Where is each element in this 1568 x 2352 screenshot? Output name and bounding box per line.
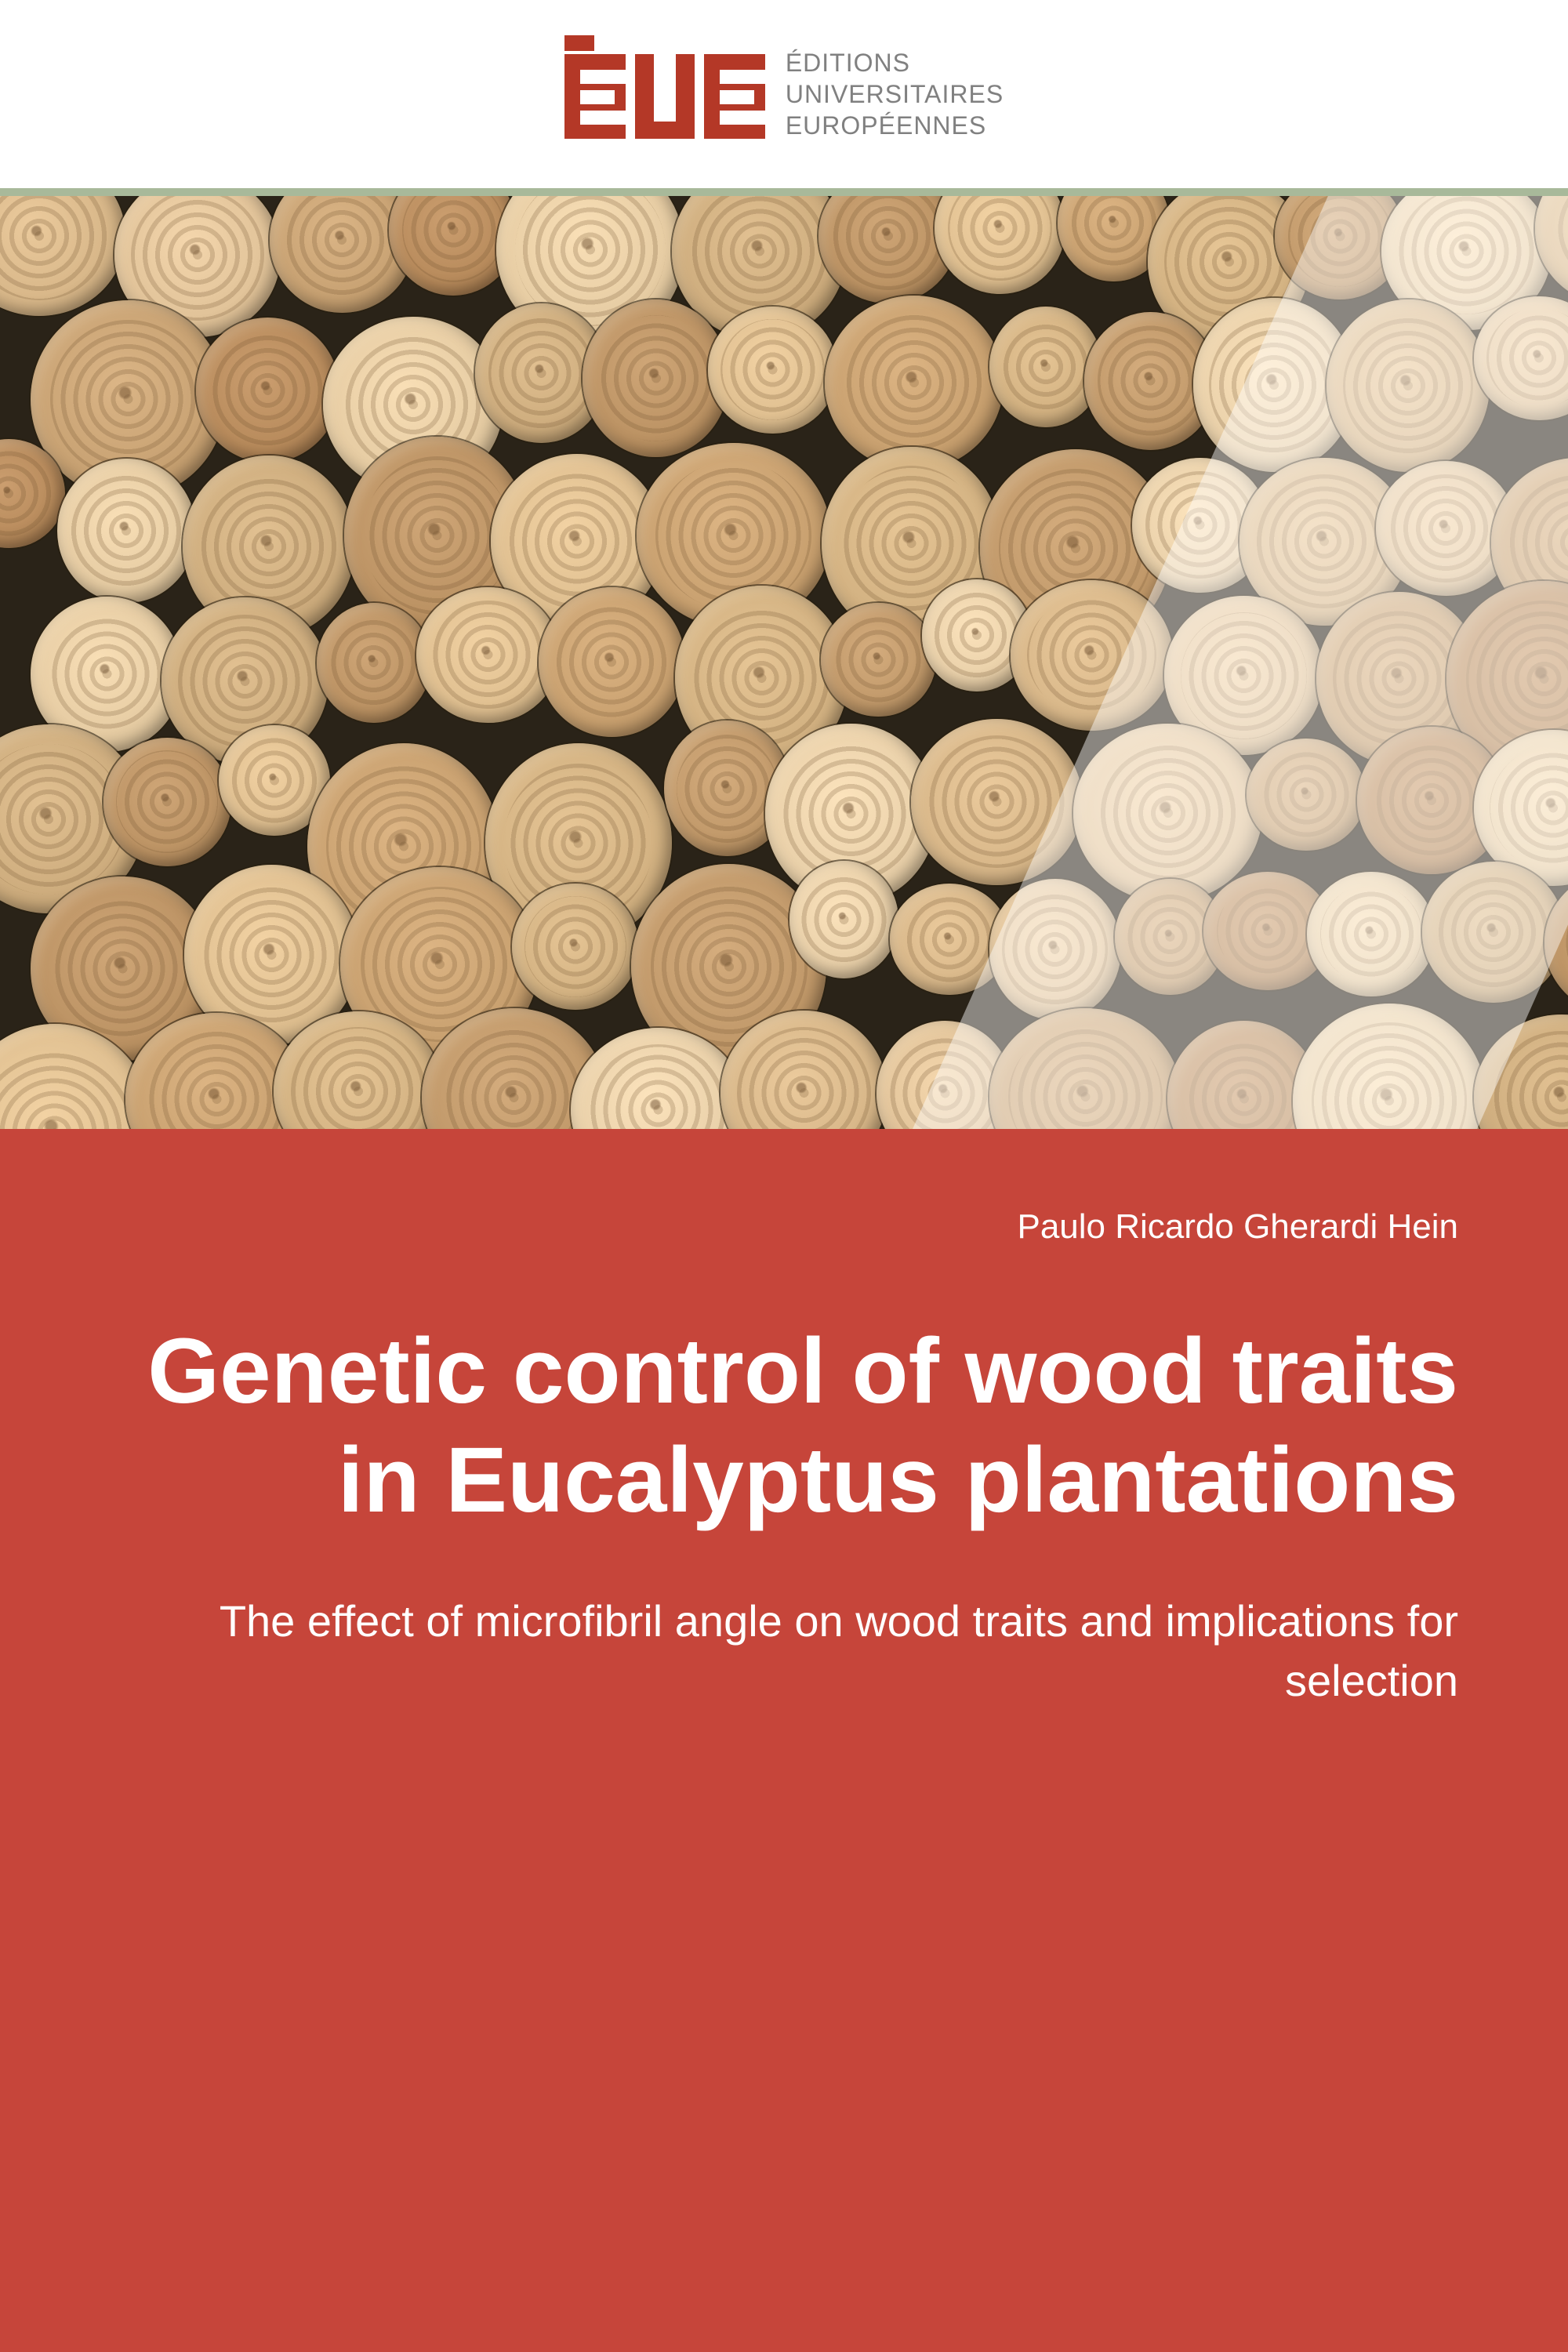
log-end <box>196 318 339 463</box>
log-end <box>821 603 936 717</box>
publisher-name: ÉDITIONS UNIVERSITAIRES EUROPÉENNES <box>786 47 1004 141</box>
log-end <box>935 196 1065 294</box>
log-end <box>57 459 196 604</box>
log-end <box>1293 1004 1487 1129</box>
log-end <box>1307 872 1435 996</box>
log-end <box>989 1008 1182 1129</box>
publisher-line-2: UNIVERSITAIRES <box>786 78 1004 110</box>
log-end <box>512 884 639 1011</box>
log-end <box>789 861 898 978</box>
log-end <box>317 603 431 723</box>
log-end <box>1011 580 1173 730</box>
log-end <box>1422 862 1565 1003</box>
book-title: Genetic control of wood traits in Eucaly… <box>125 1317 1458 1535</box>
log-end <box>1474 1014 1568 1129</box>
log-end <box>1327 299 1489 473</box>
book-cover: ÉDITIONS UNIVERSITAIRES EUROPÉENNES Paul… <box>0 0 1568 2352</box>
log-end <box>583 299 730 458</box>
publisher-logo-block: ÉDITIONS UNIVERSITAIRES EUROPÉENNES <box>564 35 1004 153</box>
log-end <box>103 738 231 866</box>
log-end <box>825 296 1004 470</box>
log-end <box>911 719 1082 885</box>
log-end-grain-texture <box>0 196 1568 1129</box>
author-name: Paulo Ricardo Gherardi Hein <box>125 1207 1458 1247</box>
cover-photo <box>0 196 1568 1129</box>
log-end <box>1073 724 1262 902</box>
publisher-line-1: ÉDITIONS <box>786 47 1004 78</box>
publisher-header: ÉDITIONS UNIVERSITAIRES EUROPÉENNES <box>0 0 1568 196</box>
log-end <box>0 196 125 316</box>
log-end <box>989 879 1122 1020</box>
publisher-line-3: EUROPÉENNES <box>786 110 1004 141</box>
log-end <box>1247 739 1366 851</box>
log-end <box>708 307 838 434</box>
publisher-logo-mark <box>564 35 768 153</box>
title-panel: Paulo Ricardo Gherardi Hein Genetic cont… <box>0 1129 1568 2352</box>
book-subtitle: The effect of microfibril angle on wood … <box>125 1592 1458 1710</box>
log-end <box>539 587 685 737</box>
